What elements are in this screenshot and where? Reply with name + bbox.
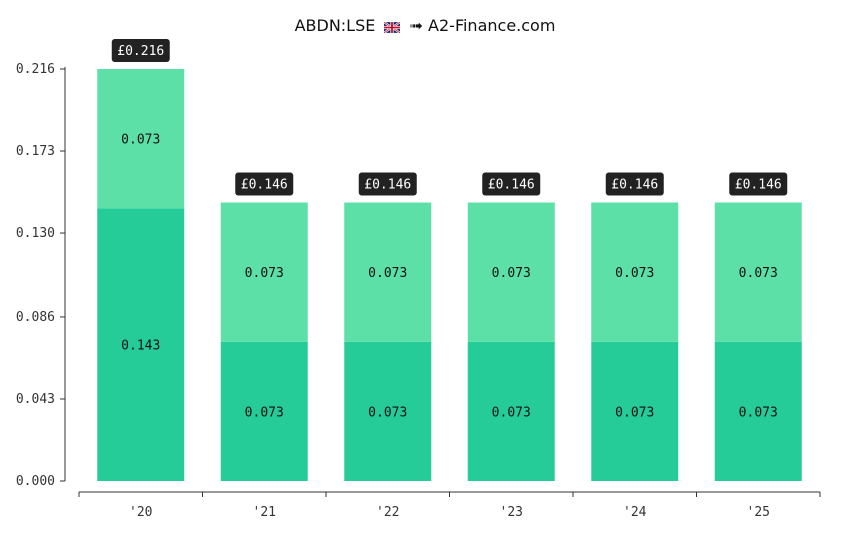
segment-value-label: 0.073 xyxy=(245,405,284,420)
x-tick-label: '21 xyxy=(253,505,276,520)
y-tick-label: 0.086 xyxy=(16,310,55,325)
total-badge xyxy=(482,172,541,196)
bar-segment xyxy=(220,341,308,481)
x-tick-label: '22 xyxy=(376,505,399,520)
x-tick-label: '23 xyxy=(500,505,523,520)
y-tick-label: 0.173 xyxy=(16,144,55,159)
x-tick-label: '25 xyxy=(747,505,770,520)
y-tick-label: 0.000 xyxy=(16,474,55,489)
ticker-label: ABDN:LSE xyxy=(294,16,376,35)
uk-flag-icon xyxy=(383,18,402,37)
total-value-label: £0.146 xyxy=(611,178,658,193)
bar-segment xyxy=(714,202,802,342)
total-value-label: £0.216 xyxy=(117,44,164,59)
segment-value-label: 0.073 xyxy=(368,266,407,281)
arrow-icon: ➟ xyxy=(409,16,423,35)
segment-value-label: 0.143 xyxy=(121,339,160,354)
segment-value-label: 0.073 xyxy=(739,266,778,281)
total-badge xyxy=(605,172,664,196)
bar-segment xyxy=(220,202,308,342)
total-value-label: £0.146 xyxy=(241,178,288,193)
bar-segment xyxy=(591,341,679,481)
chart-title: ABDN:LSE ➟ A2-Finance.com xyxy=(0,16,850,37)
bar-segment xyxy=(97,208,185,482)
total-value-label: £0.146 xyxy=(735,178,782,193)
total-badge xyxy=(111,39,170,62)
bar-segment xyxy=(344,202,432,342)
y-tick-label: 0.216 xyxy=(16,62,55,77)
total-badge xyxy=(358,172,417,196)
total-badge xyxy=(729,172,788,196)
total-badge xyxy=(235,172,294,196)
bar-segment xyxy=(97,69,185,209)
total-value-label: £0.146 xyxy=(364,178,411,193)
total-value-label: £0.146 xyxy=(488,178,535,193)
segment-value-label: 0.073 xyxy=(492,405,531,420)
segment-value-label: 0.073 xyxy=(492,266,531,281)
segment-value-label: 0.073 xyxy=(739,405,778,420)
y-tick-label: 0.130 xyxy=(16,226,55,241)
segment-value-label: 0.073 xyxy=(245,266,284,281)
source-label: A2-Finance.com xyxy=(428,16,556,35)
bar-segment xyxy=(467,341,555,481)
segment-value-label: 0.073 xyxy=(121,133,160,148)
bar-segment xyxy=(344,341,432,481)
y-tick-label: 0.043 xyxy=(16,392,55,407)
x-tick-label: '20 xyxy=(129,505,152,520)
segment-value-label: 0.073 xyxy=(615,405,654,420)
segment-value-label: 0.073 xyxy=(368,405,407,420)
segment-value-label: 0.073 xyxy=(615,266,654,281)
bar-segment xyxy=(714,341,802,481)
bar-segment xyxy=(467,202,555,342)
x-tick-label: '24 xyxy=(623,505,647,520)
bar-segment xyxy=(591,202,679,342)
